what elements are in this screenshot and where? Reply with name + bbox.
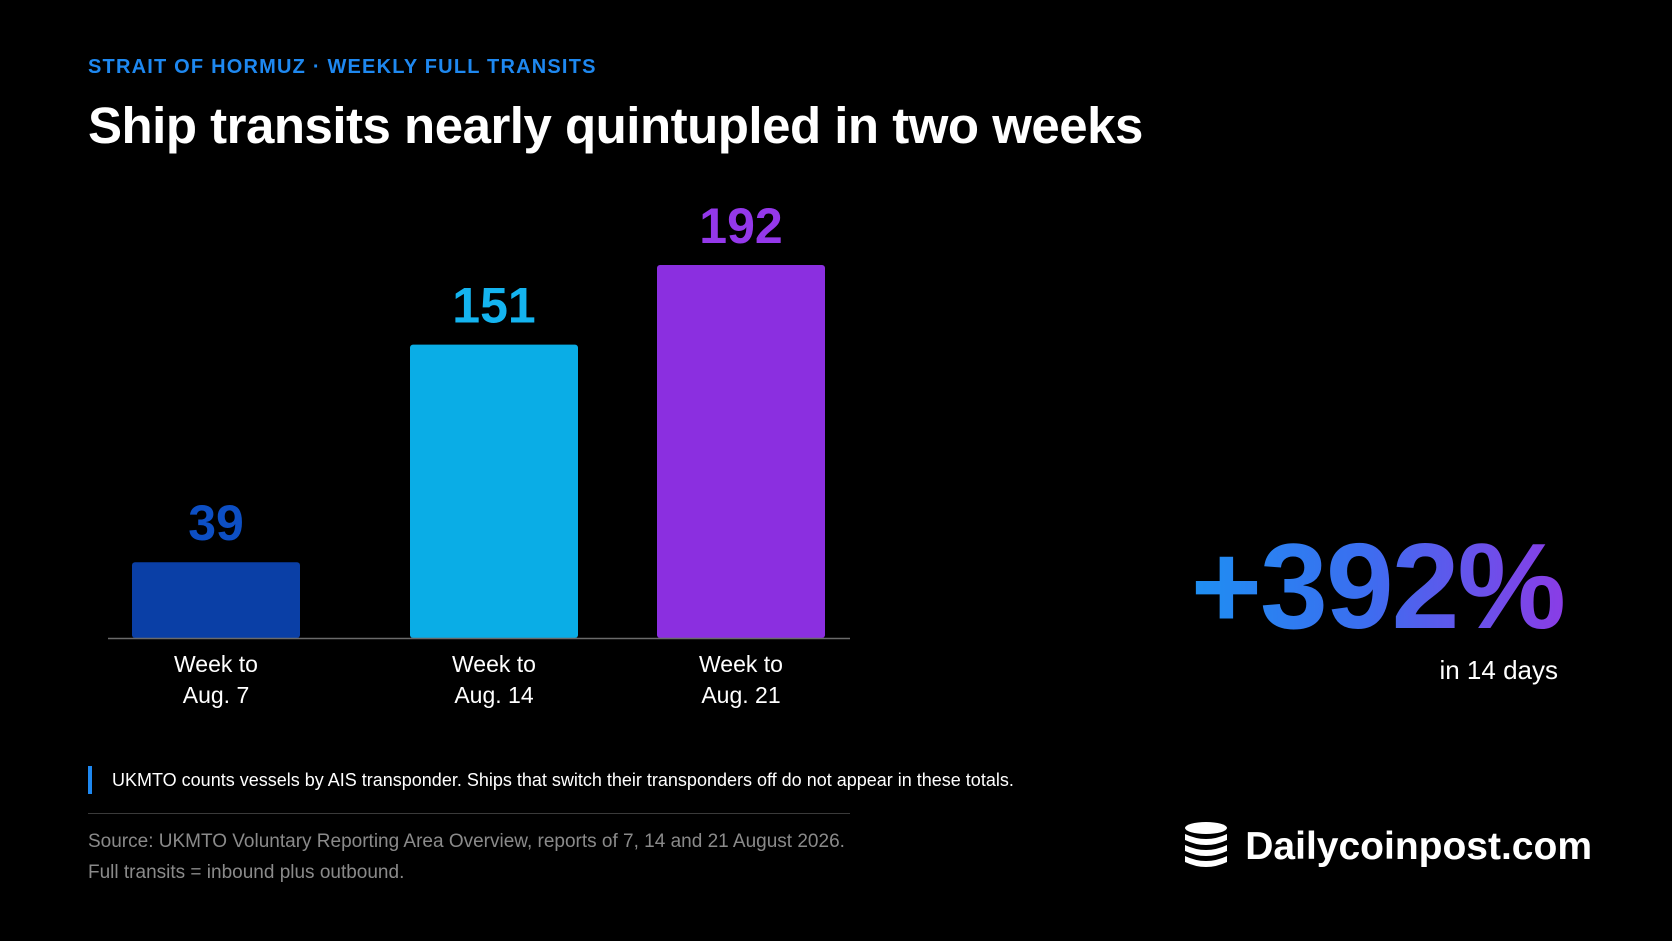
bar-value-label-1: 39 <box>188 495 244 551</box>
chart-title: Ship transits nearly quintupled in two w… <box>88 97 1143 154</box>
growth-stat-caption: in 14 days <box>1439 655 1558 685</box>
bar-value-label-2: 151 <box>452 278 535 334</box>
bar-2 <box>410 344 578 638</box>
chart-kicker: STRAIT OF HORMUZ · WEEKLY FULL TRANSITS <box>88 56 597 78</box>
category-label-3-line-1: Week to <box>699 651 783 677</box>
coin-stack-icon <box>1185 822 1228 867</box>
source-note: Source: UKMTO Voluntary Reporting Area O… <box>88 826 845 888</box>
methodology-note: UKMTO counts vessels by AIS transponder.… <box>88 766 1014 794</box>
source-line-1: Source: UKMTO Voluntary Reporting Area O… <box>88 831 845 852</box>
growth-stat-value: +392% <box>1190 518 1566 654</box>
bar-3 <box>657 265 825 638</box>
category-label-2-line-1: Week to <box>452 651 536 677</box>
brand-logo: Dailycoinpost.com <box>1181 820 1592 874</box>
footer-divider <box>88 813 850 814</box>
source-line-2: Full transits = inbound plus outbound. <box>88 862 405 883</box>
category-label-2-line-2: Aug. 14 <box>454 682 533 708</box>
bar-1 <box>132 562 300 638</box>
bar-value-label-3: 192 <box>699 198 782 254</box>
category-label-1-line-2: Aug. 7 <box>183 682 250 708</box>
category-label-3-line-2: Aug. 21 <box>701 682 780 708</box>
bar-chart: 39 Week to Aug. 7 151 Week to Aug. 14 192 Week … <box>108 198 850 708</box>
category-label-1-line-1: Week to <box>174 651 258 677</box>
growth-stat: +392% in 14 days <box>1190 518 1566 686</box>
brand-name: Dailycoinpost.com <box>1245 825 1592 868</box>
